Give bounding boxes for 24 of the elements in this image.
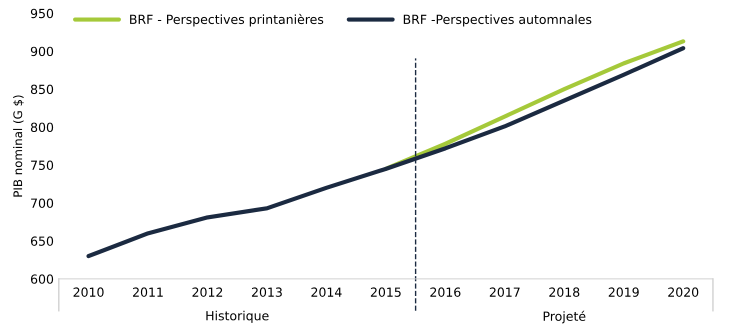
y-tick-label: 950 — [30, 8, 54, 18]
x-tick-label: 2013 — [252, 287, 282, 297]
x-tick-label: 2012 — [192, 287, 222, 297]
y-tick-label: 600 — [30, 274, 54, 284]
x-tick-label: 2010 — [74, 287, 104, 297]
text: Projeté — [544, 310, 586, 324]
x-tick-label: 2011 — [133, 287, 163, 297]
x-tick-label: 2019 — [608, 287, 639, 297]
x-tick-label: 2017 — [490, 287, 520, 297]
y-tick-label: 850 — [30, 84, 54, 94]
x-tick-label: 2020 — [668, 287, 698, 297]
x-tick-label: 2018 — [549, 287, 580, 297]
x-tick-label: 2016 — [430, 287, 460, 297]
x-tick-label: 2014 — [311, 287, 342, 297]
y-tick-label: 650 — [30, 236, 54, 246]
legend-label: BRF - Perspectives printanières — [130, 14, 324, 27]
x-tick-label: 2015 — [370, 287, 401, 297]
y-tick-label: 900 — [30, 46, 54, 56]
legend-label: BRF -Perspectives automnales — [404, 14, 592, 27]
y-tick-label: 750 — [31, 160, 54, 170]
y-tick-label: 700 — [31, 198, 54, 208]
text: Historique — [206, 310, 269, 323]
y-axis-title: PIB nominal (G $) — [13, 95, 24, 197]
y-tick-label: 800 — [30, 122, 54, 132]
